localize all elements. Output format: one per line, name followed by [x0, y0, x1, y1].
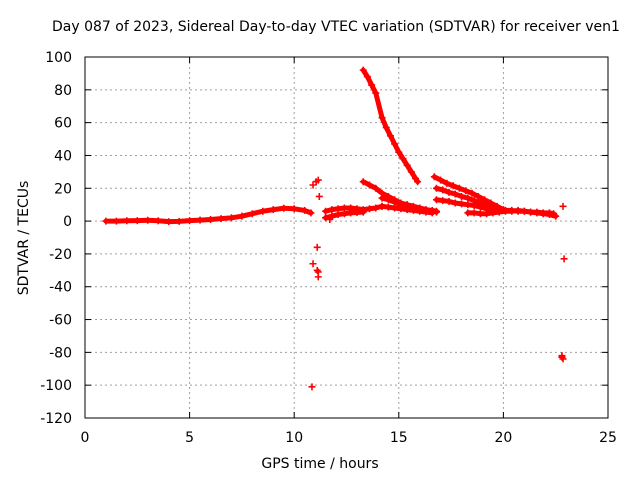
y-tick-label: -120	[40, 411, 72, 427]
data-point	[313, 266, 321, 274]
data-point	[309, 181, 317, 189]
x-tick-label: 25	[599, 430, 617, 446]
chart-title: Day 087 of 2023, Sidereal Day-to-day VTE…	[52, 19, 620, 35]
y-tick-label: -20	[49, 247, 72, 263]
dense-point-trace	[433, 197, 496, 213]
dense-point-trace	[323, 209, 366, 221]
dense-point-trace	[433, 185, 502, 213]
data-point	[326, 215, 334, 223]
axis-ticks: 0 5 10 15 20 25 -120 -100 -80 -60 -40 -20 0 20 40 60 80 1…	[40, 50, 617, 446]
data-point	[558, 353, 566, 361]
dense-point-trace	[323, 203, 385, 214]
series-outliers	[308, 176, 568, 391]
x-tick-label: 0	[81, 430, 90, 446]
x-tick-label: 10	[285, 430, 303, 446]
data-point	[560, 255, 568, 263]
grid-lines	[85, 57, 608, 418]
data-point	[314, 176, 322, 184]
y-axis-label: SDTVAR / TECUs	[16, 180, 32, 296]
y-tick-label: 60	[54, 116, 72, 132]
plot-frame	[84, 56, 609, 419]
y-tick-label: -40	[49, 280, 72, 296]
dense-point-trace	[431, 174, 506, 213]
y-tick-label: 80	[54, 83, 72, 99]
data-point	[308, 383, 316, 391]
dense-point-trace	[103, 205, 314, 225]
dense-point-trace	[360, 67, 421, 185]
x-tick-label: 5	[185, 430, 194, 446]
x-axis-label: GPS time / hours	[261, 456, 379, 472]
series-arc-baseline	[102, 204, 315, 226]
data-point	[559, 355, 567, 363]
dense-point-trace	[379, 203, 435, 216]
x-tick-label: 20	[494, 430, 512, 446]
x-tick-label: 15	[390, 430, 408, 446]
y-tick-label: 0	[63, 214, 72, 230]
y-tick-label: 100	[45, 50, 72, 66]
data-points	[102, 66, 568, 391]
y-tick-label: 20	[54, 181, 72, 197]
data-point	[315, 192, 323, 200]
data-point	[313, 243, 321, 251]
series-arc-f2	[489, 206, 558, 218]
dense-point-trace	[490, 207, 557, 217]
series-arc-steep	[359, 66, 422, 186]
data-point	[559, 202, 567, 210]
data-point	[314, 273, 322, 281]
series-arc-d	[378, 202, 436, 217]
y-tick-label: -100	[40, 378, 72, 394]
y-tick-label: -80	[49, 345, 72, 361]
series-arc-e2	[432, 184, 503, 214]
data-point	[309, 260, 317, 268]
y-tick-label: 40	[54, 148, 72, 164]
y-tick-label: -60	[49, 313, 72, 329]
